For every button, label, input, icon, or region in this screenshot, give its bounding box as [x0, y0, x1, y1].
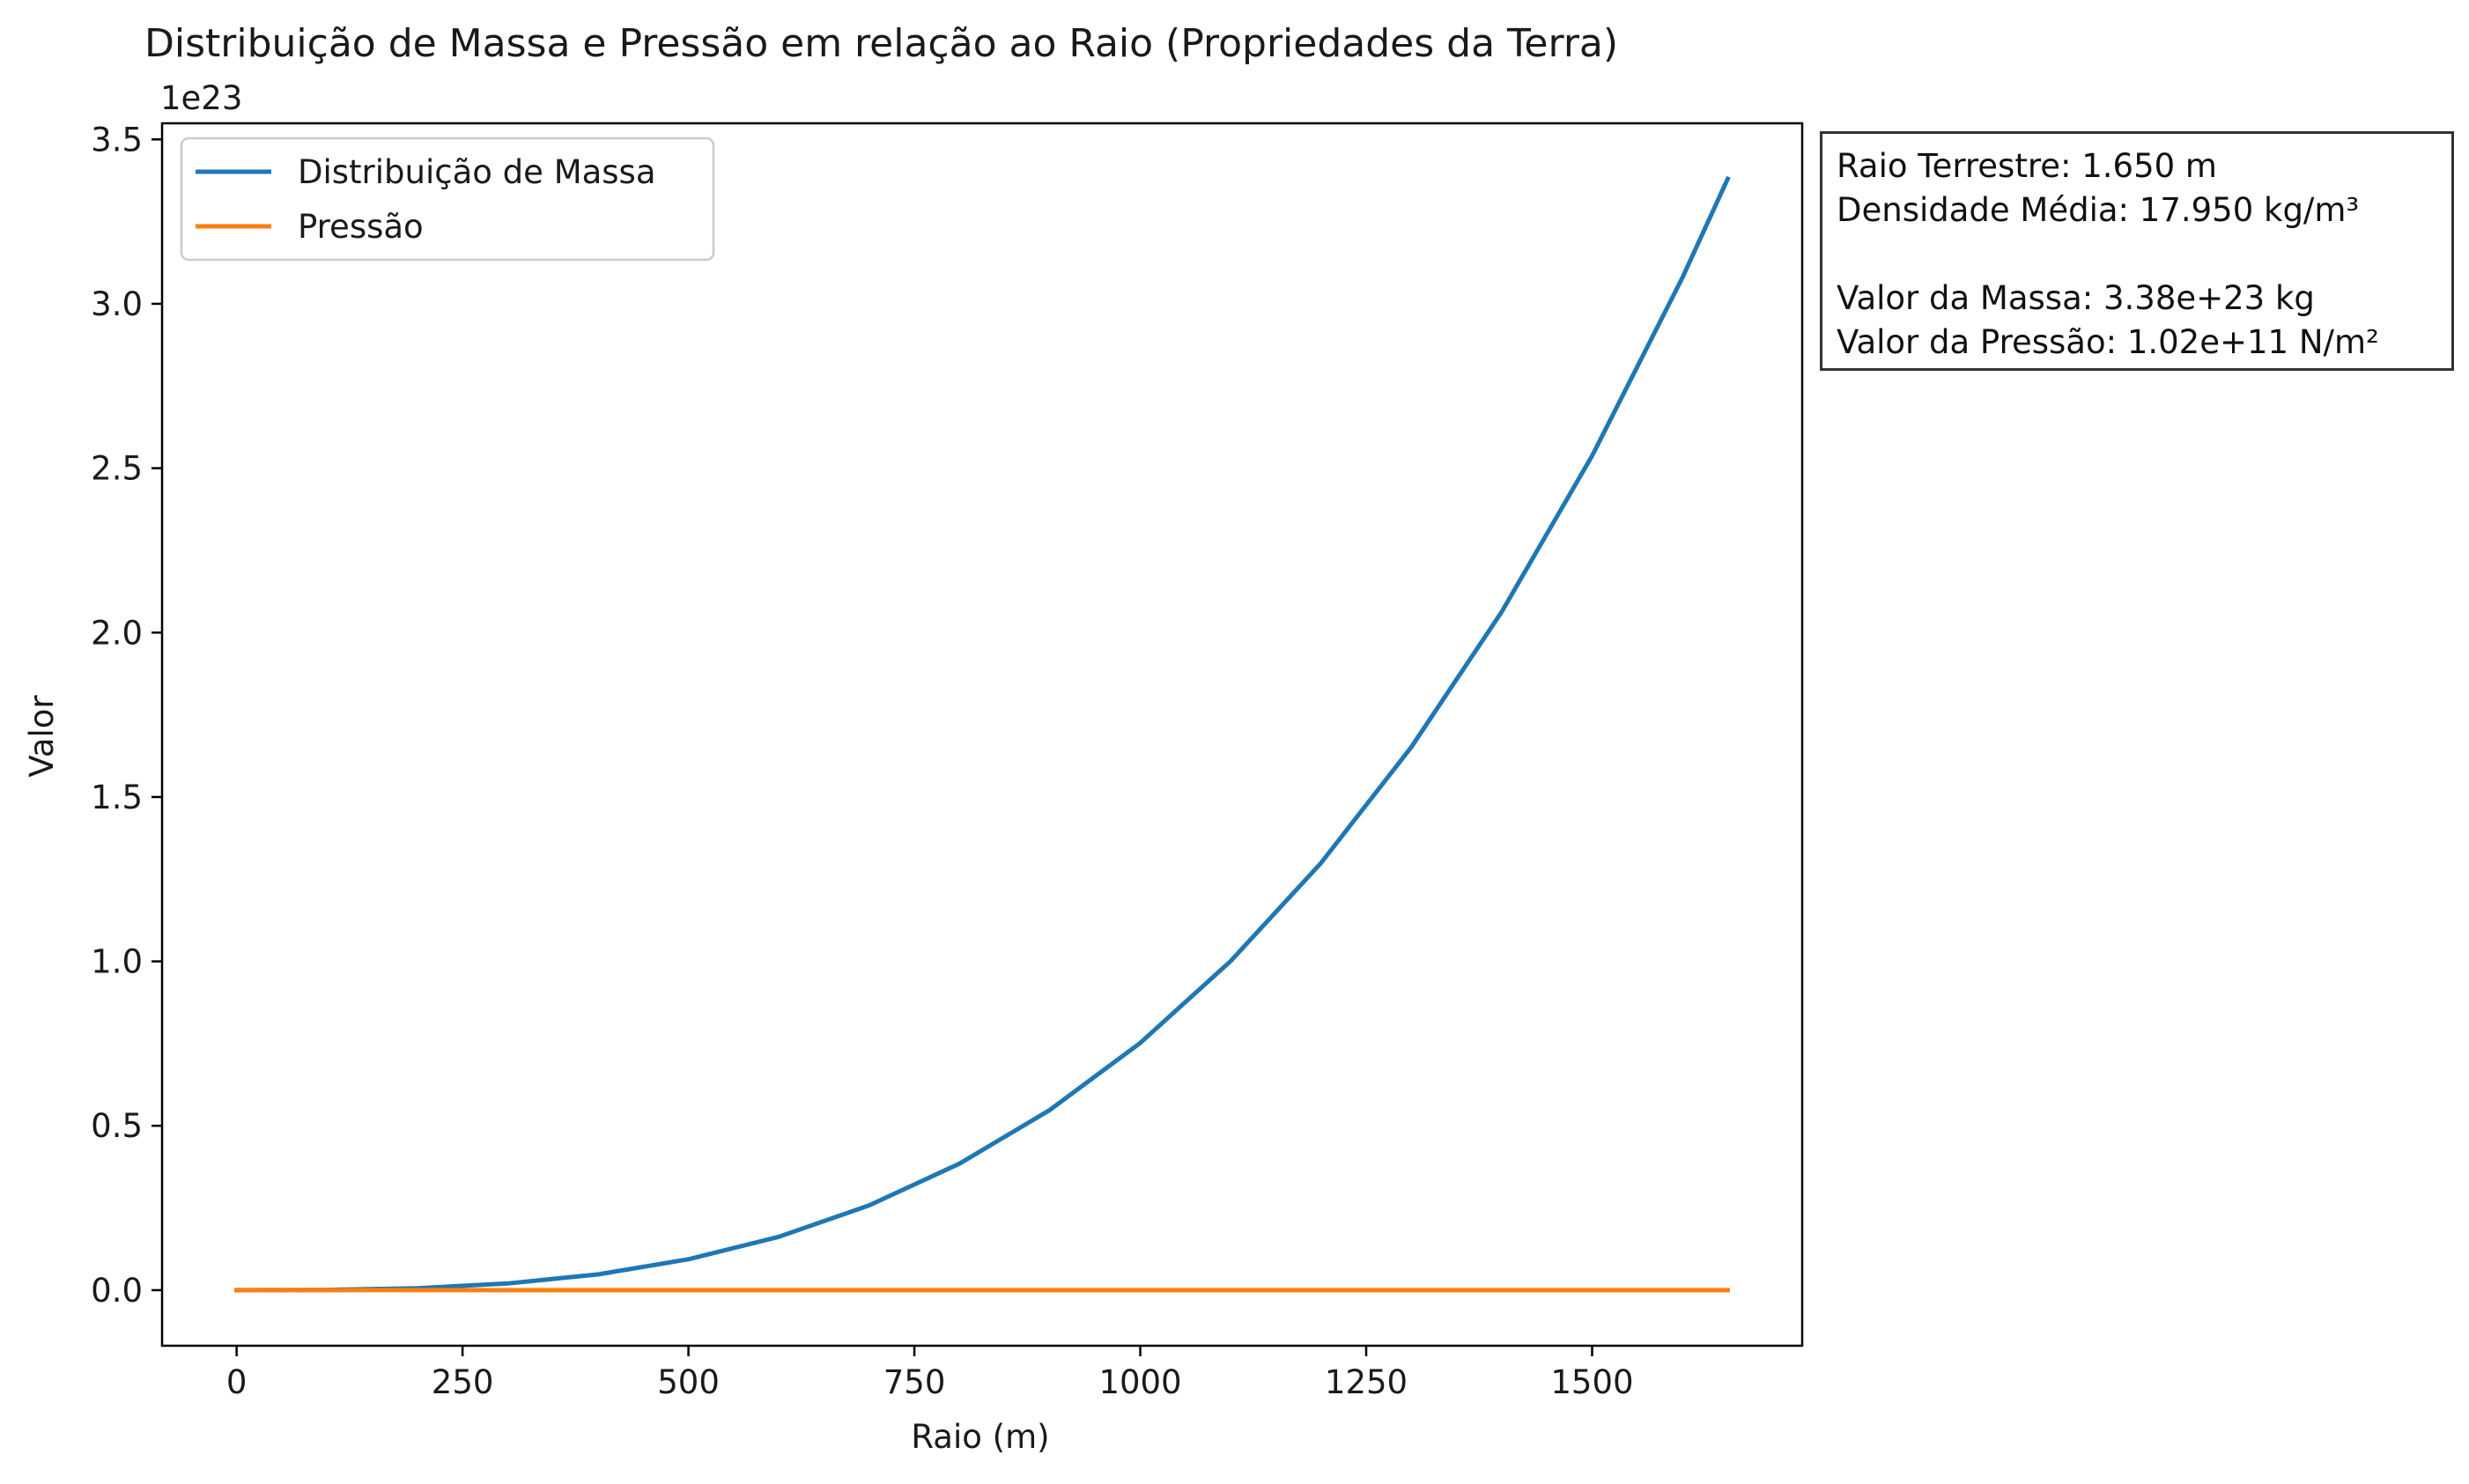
y-tick-label: 0.5: [91, 1107, 143, 1145]
info-line-raio: Raio Terrestre: 1.650 m: [1837, 147, 2217, 185]
y-axis-label: Valor: [23, 695, 61, 778]
info-gap: [1837, 233, 2439, 277]
x-axis-label: Raio (m): [911, 1418, 1049, 1456]
y-tick-label: 0.0: [91, 1272, 143, 1310]
x-tick-label: 750: [883, 1363, 946, 1401]
info-line-densidade: Densidade Média: 17.950 kg/m³: [1837, 191, 2360, 229]
x-tick-label: 250: [432, 1363, 494, 1401]
x-tick-label: 0: [226, 1363, 248, 1401]
x-tick-label: 1500: [1550, 1363, 1633, 1401]
y-tick-label: 3.0: [91, 285, 143, 323]
info-box: Raio Terrestre: 1.650 m Densidade Média:…: [1820, 131, 2454, 371]
legend-label: Pressão: [298, 208, 424, 246]
x-tick-label: 1000: [1098, 1363, 1181, 1401]
y-offset-label: 1e23: [160, 79, 242, 117]
y-tick-label: 2.0: [91, 614, 143, 652]
info-line-pressao: Valor da Pressão: 1.02e+11 N/m²: [1837, 323, 2379, 361]
legend-label: Distribuição de Massa: [298, 153, 656, 191]
y-tick-label: 3.5: [91, 121, 143, 159]
plot-area: 0 250 500 750 1000 1250 1500 0.0 0.5 1.0 1.5 2.0 2.5…: [91, 121, 1804, 1401]
plot-frame: [160, 122, 1804, 1347]
info-line-massa: Valor da Massa: 3.38e+23 kg: [1837, 279, 2315, 317]
legend-box: [180, 137, 715, 262]
x-tick-label: 500: [657, 1363, 720, 1401]
y-tick-label: 2.5: [91, 450, 143, 488]
y-tick-label: 1.5: [91, 779, 143, 816]
chart-title: Distribuição de Massa e Pressão em relaç…: [144, 21, 1618, 66]
y-tick-label: 1.0: [91, 943, 143, 981]
x-tick-label: 1250: [1325, 1363, 1408, 1401]
series-line-massa: [234, 175, 1731, 1293]
